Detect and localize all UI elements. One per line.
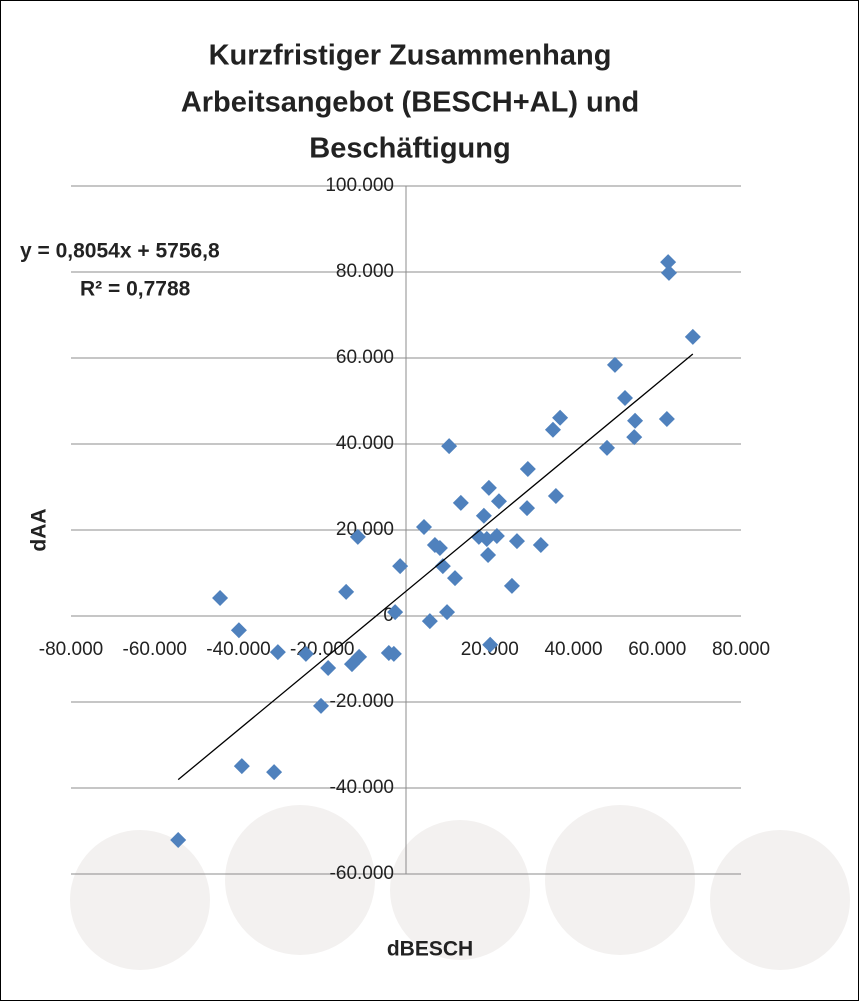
data-point [170,832,187,849]
data-point [233,758,250,775]
data-point [269,644,286,661]
x-tick-label: 60.000 [628,639,686,660]
data-point [617,389,634,406]
data-point [431,540,448,557]
data-point [416,518,433,535]
y-tick-label: 100.000 [325,175,394,196]
chart-title: Arbeitsangebot (BESCH+AL) und [181,87,639,119]
data-point [312,697,329,714]
y-tick-label: -20.000 [330,691,394,712]
data-point [490,493,507,510]
data-point [627,412,644,429]
x-tick-label: 80.000 [712,639,770,660]
data-point [599,439,615,456]
data-point [475,507,492,524]
data-point [439,604,456,621]
x-tick-label: -60.000 [123,639,187,660]
data-point [266,764,283,781]
y-tick-label: 0 [383,605,394,626]
x-tick-label: -40.000 [206,639,270,660]
x-axis-label: dBESCH [387,938,473,961]
y-tick-label: 60.000 [336,347,394,368]
data-point [392,558,409,575]
x-tick-label: -80.000 [39,639,103,660]
data-point [488,528,505,545]
data-point [480,546,497,563]
y-axis-label: dAA [28,508,51,551]
data-point [626,429,643,446]
data-point [658,411,675,428]
y-tick-label: 80.000 [336,261,394,282]
x-tick-label: 40.000 [544,639,602,660]
data-point [385,645,402,662]
data-point [508,533,525,550]
data-point [660,264,677,281]
background-decoration [70,805,850,970]
data-point [544,421,561,438]
data-point [482,636,499,653]
chart-title: Beschäftigung [309,133,510,165]
trendline-r2: R² = 0,7788 [80,278,191,301]
data-point [338,583,355,600]
data-point [452,494,469,511]
data-point [503,577,520,594]
data-point [297,645,314,662]
y-tick-label: 40.000 [336,433,394,454]
data-point [387,604,404,621]
data-point [434,558,451,575]
data-point [684,328,701,345]
data-point [212,589,229,606]
data-point [547,488,564,505]
data-point [421,613,438,630]
y-tick-label: -40.000 [330,777,394,798]
data-point [441,438,458,455]
data-point [480,479,497,496]
y-tick-label: 20.000 [336,519,394,540]
data-point [660,254,677,271]
data-point [351,648,368,665]
data-point [320,660,337,677]
data-point [519,460,536,477]
trendline [177,353,694,781]
trendline-equation: y = 0,8054x + 5756,8 [20,240,220,263]
chart-title: Kurzfristiger Zusammenhang [209,40,612,72]
data-point [519,500,536,517]
data-point [606,356,623,373]
y-tick-label: -60.000 [330,863,394,884]
data-point [349,528,366,545]
data-point [552,409,569,426]
data-point [532,537,549,554]
data-point [230,622,247,639]
data-point [446,570,463,587]
